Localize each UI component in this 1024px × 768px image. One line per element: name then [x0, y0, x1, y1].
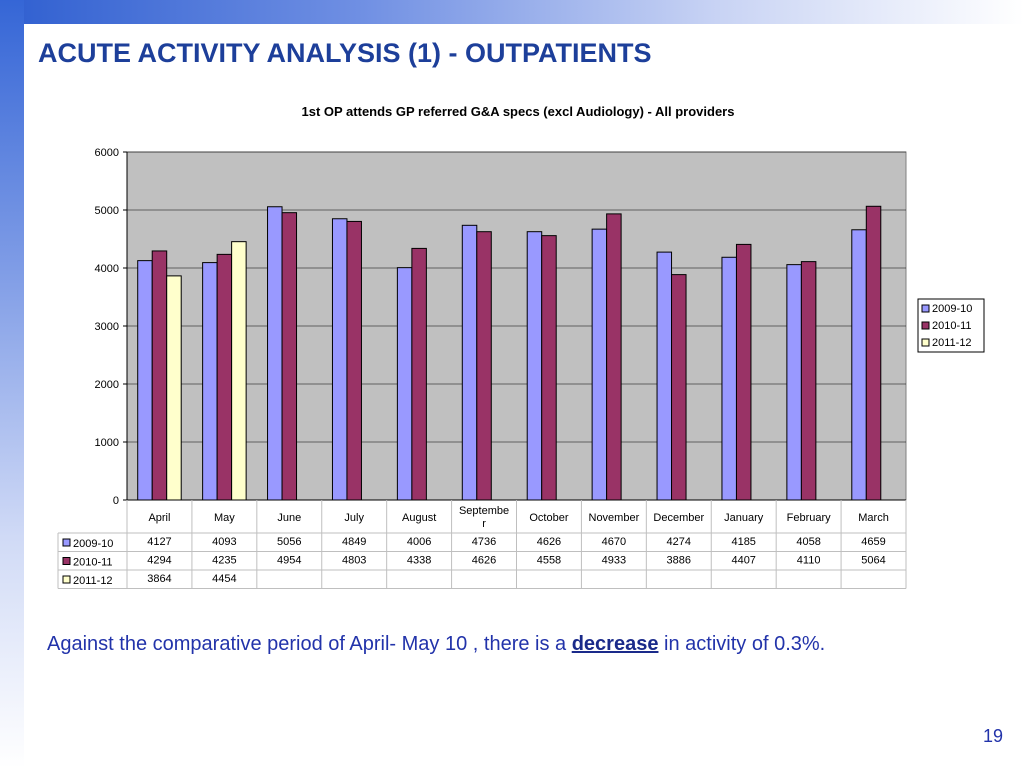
bar-2010-11-May — [216, 253, 233, 501]
data-label: 5064 — [861, 555, 885, 567]
y-tick-label: 2000 — [95, 379, 119, 391]
table-series-label: 2009-10 — [73, 538, 113, 550]
bar-2009-10-October — [526, 231, 543, 501]
data-label: 4235 — [212, 555, 236, 567]
y-tick-label: 4000 — [95, 263, 119, 275]
data-label: 3864 — [147, 573, 171, 585]
bar-2009-10-September — [461, 224, 478, 501]
data-label: 4058 — [796, 536, 820, 548]
x-tick-label: June — [277, 512, 301, 524]
x-tick-label: October — [529, 512, 568, 524]
bar-2010-11-April — [151, 250, 168, 501]
data-label: 4294 — [147, 555, 171, 567]
legend-key — [921, 321, 930, 330]
table-series-label: 2011-12 — [73, 575, 113, 587]
data-label: 4933 — [602, 555, 626, 567]
bar-2009-10-January — [721, 256, 737, 501]
data-label: 4407 — [731, 555, 755, 567]
slide-corner — [24, 24, 38, 38]
data-label: 4338 — [407, 555, 431, 567]
data-label: 4803 — [342, 555, 366, 567]
bar-2009-10-June — [267, 206, 283, 501]
table-legend-key — [62, 538, 71, 547]
x-tick-label: July — [344, 512, 364, 524]
data-label: 4558 — [537, 555, 561, 567]
y-tick-label: 6000 — [95, 147, 119, 159]
x-tick-label: February — [787, 512, 832, 524]
bar-2010-11-September — [476, 231, 492, 501]
bar-2009-10-April — [137, 260, 153, 501]
data-label: 4127 — [147, 536, 171, 548]
legend-label: 2010-11 — [932, 320, 972, 332]
data-label: 4006 — [407, 536, 431, 548]
bar-2010-11-June — [281, 212, 298, 501]
data-label: 4954 — [277, 555, 301, 567]
data-label: 5056 — [277, 536, 301, 548]
left-gradient-band — [0, 0, 24, 768]
x-tick-label: November — [589, 512, 640, 524]
top-gradient-band — [0, 0, 1024, 24]
bar-2009-10-March — [851, 229, 867, 501]
data-label: 4626 — [472, 555, 496, 567]
data-label: 3886 — [667, 555, 691, 567]
bar-2009-10-November — [591, 228, 608, 501]
bar-2010-11-March — [865, 205, 882, 501]
bar-2009-10-July — [331, 218, 348, 501]
caption-emphasis: decrease — [571, 633, 659, 655]
summary-caption: Against the comparative period of April-… — [47, 633, 825, 656]
chart-title: 1st OP attends GP referred G&A specs (ex… — [302, 104, 735, 119]
data-label: 4670 — [602, 536, 626, 548]
bar-2010-11-November — [606, 213, 622, 501]
x-tick-label: May — [214, 512, 235, 524]
y-tick-label: 1000 — [95, 437, 119, 449]
legend-label: 2009-10 — [932, 303, 972, 315]
bar-2009-10-May — [202, 262, 218, 501]
data-label: 4849 — [342, 536, 366, 548]
bar-2010-11-October — [541, 235, 557, 501]
table-legend-key — [62, 575, 71, 584]
bar-2009-10-February — [786, 264, 802, 501]
data-label: 4185 — [731, 536, 755, 548]
legend-key — [921, 338, 930, 347]
bar-2010-11-February — [800, 261, 817, 501]
data-label: 4736 — [472, 536, 496, 548]
bar-2010-11-December — [671, 274, 687, 501]
x-tick-label: April — [148, 512, 170, 524]
data-label: 4110 — [797, 555, 821, 567]
data-label: 4093 — [212, 536, 236, 548]
bar-2011-12-May — [231, 241, 247, 501]
data-label: 4659 — [861, 536, 885, 548]
caption-text-before: Against the comparative period of April-… — [47, 633, 572, 655]
slide-title: ACUTE ACTIVITY ANALYSIS (1) - OUTPATIENT… — [38, 38, 652, 68]
y-tick-label: 5000 — [95, 205, 119, 217]
data-label: 4274 — [667, 536, 691, 548]
legend-key — [921, 304, 930, 313]
page-number: 19 — [983, 726, 1004, 746]
y-tick-label: 3000 — [95, 321, 119, 333]
bar-2011-12-April — [166, 275, 182, 501]
x-tick-label: August — [402, 512, 436, 524]
bar-2010-11-August — [411, 247, 427, 501]
caption-text-after: in activity of 0.3%. — [658, 633, 826, 655]
data-label: 4626 — [537, 536, 561, 548]
table-legend-key — [62, 557, 71, 565]
data-label: 4454 — [212, 573, 236, 585]
bar-2009-10-August — [396, 267, 413, 501]
x-tick-label: December — [653, 512, 704, 524]
table-series-label: 2010-11 — [73, 557, 113, 569]
bar-2010-11-January — [735, 243, 752, 501]
x-tick-label: March — [858, 512, 889, 524]
bar-2010-11-July — [346, 220, 362, 501]
x-tick-label: Septembe r — [459, 505, 509, 530]
y-tick-label: 0 — [113, 495, 119, 507]
x-tick-label: January — [724, 512, 764, 524]
bar-2009-10-December — [656, 251, 673, 501]
legend-label: 2011-12 — [932, 337, 972, 349]
